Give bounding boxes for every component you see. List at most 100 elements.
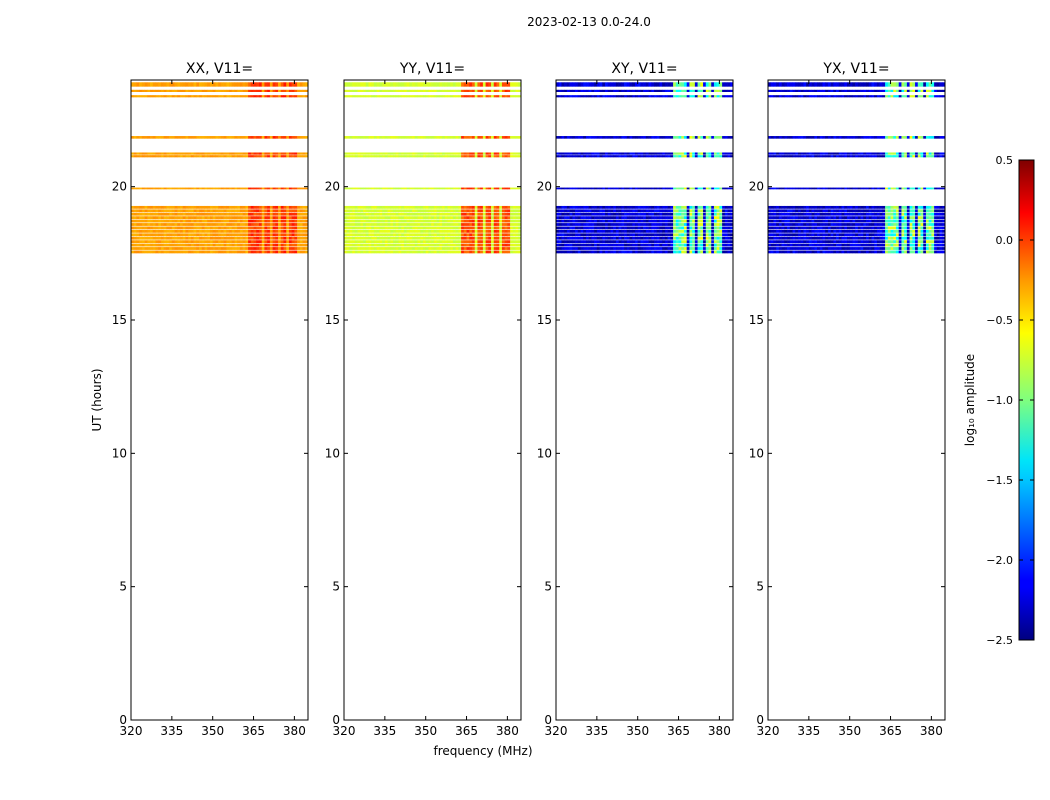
heatmap-cell: [466, 233, 470, 237]
heatmap-cell: [188, 236, 192, 240]
heatmap-cell: [349, 219, 353, 223]
heatmap-cell: [591, 247, 595, 250]
heatmap-cell: [280, 205, 284, 209]
heatmap-cell: [844, 136, 848, 139]
heatmap-cell: [906, 155, 910, 158]
heatmap-cell: [365, 187, 369, 190]
heatmap-cell: [133, 240, 137, 244]
heatmap-cell: [204, 219, 208, 223]
heatmap-cell: [422, 226, 426, 230]
heatmap-cell: [675, 247, 679, 250]
heatmap-cell: [651, 82, 655, 87]
heatmap-cell: [177, 82, 181, 87]
heatmap-cell: [258, 240, 262, 244]
heatmap-cell: [139, 216, 143, 220]
heatmap-cell: [585, 209, 589, 213]
heatmap-cell: [770, 233, 774, 237]
heatmap-cell: [577, 212, 581, 216]
heatmap-cell: [147, 209, 151, 213]
heatmap-cell: [811, 152, 815, 155]
heatmap-cell: [632, 243, 636, 247]
heatmap-cell: [893, 136, 897, 139]
heatmap-cell: [708, 187, 712, 190]
heatmap-cell: [452, 233, 456, 237]
heatmap-cell: [518, 212, 522, 216]
heatmap-cell: [874, 82, 878, 87]
heatmap-cell: [909, 89, 913, 92]
heatmap-cell: [474, 243, 478, 247]
heatmap-cell: [234, 82, 238, 87]
heatmap-cell: [662, 209, 666, 213]
heatmap-cell: [599, 95, 603, 98]
heatmap-cell: [297, 205, 301, 209]
heatmap-cell: [256, 226, 260, 230]
heatmap-cell: [493, 136, 497, 139]
heatmap-cell: [177, 250, 181, 254]
heatmap-cell: [141, 212, 145, 216]
heatmap-cell: [898, 89, 902, 92]
heatmap-cell: [275, 89, 279, 92]
heatmap-cell: [838, 155, 842, 158]
heatmap-cell: [588, 152, 592, 155]
heatmap-cell: [133, 233, 137, 237]
heatmap-cell: [390, 219, 394, 223]
heatmap-cell: [705, 226, 709, 230]
heatmap-cell: [215, 243, 219, 247]
heatmap-cell: [558, 236, 562, 240]
heatmap-cell: [694, 187, 698, 190]
heatmap-cell: [403, 226, 407, 230]
heatmap-cell: [354, 247, 358, 250]
heatmap-cell: [433, 233, 437, 237]
heatmap-cell: [477, 89, 481, 92]
heatmap-cell: [177, 89, 181, 92]
heatmap-cell: [302, 95, 306, 98]
heatmap-cell: [841, 95, 845, 98]
heatmap-cell: [455, 233, 459, 237]
heatmap-cell: [634, 209, 638, 213]
heatmap-cell: [895, 95, 899, 98]
heatmap-cell: [204, 187, 208, 190]
heatmap-cell: [207, 95, 211, 98]
heatmap-cell: [288, 205, 292, 209]
heatmap-cell: [643, 187, 647, 190]
heatmap-cell: [147, 212, 151, 216]
heatmap-cell: [401, 187, 405, 190]
heatmap-cell: [278, 209, 282, 213]
heatmap-cell: [461, 152, 465, 155]
heatmap-cell: [876, 243, 880, 247]
heatmap-cell: [936, 95, 940, 98]
heatmap-cell: [371, 219, 375, 223]
heatmap-cell: [648, 209, 652, 213]
heatmap-cell: [136, 89, 140, 92]
heatmap-cell: [136, 233, 140, 237]
heatmap-cell: [188, 205, 192, 209]
heatmap-cell: [480, 89, 484, 92]
heatmap-cell: [708, 240, 712, 244]
heatmap-cell: [248, 95, 252, 98]
heatmap-cell: [814, 243, 818, 247]
heatmap-cell: [201, 216, 205, 220]
heatmap-cell: [218, 205, 222, 209]
heatmap-cell: [857, 250, 861, 254]
heatmap-cell: [231, 250, 235, 254]
heatmap-cell: [463, 240, 467, 244]
heatmap-cell: [436, 223, 440, 226]
heatmap-cell: [637, 95, 641, 98]
heatmap-cell: [160, 155, 164, 158]
heatmap-cell: [713, 155, 717, 158]
heatmap-cell: [645, 250, 649, 254]
heatmap-cell: [171, 152, 175, 155]
heatmap-cell: [352, 136, 356, 139]
heatmap-cell: [575, 236, 579, 240]
heatmap-cell: [629, 82, 633, 87]
heatmap-cell: [253, 209, 257, 213]
heatmap-cell: [572, 219, 576, 223]
heatmap-cell: [507, 243, 511, 247]
heatmap-cell: [866, 250, 870, 254]
heatmap-cell: [681, 82, 685, 87]
heatmap-cell: [346, 209, 350, 213]
heatmap-cell: [461, 223, 465, 226]
heatmap-cell: [694, 240, 698, 244]
heatmap-cell: [428, 152, 432, 155]
heatmap-cell: [885, 155, 889, 158]
